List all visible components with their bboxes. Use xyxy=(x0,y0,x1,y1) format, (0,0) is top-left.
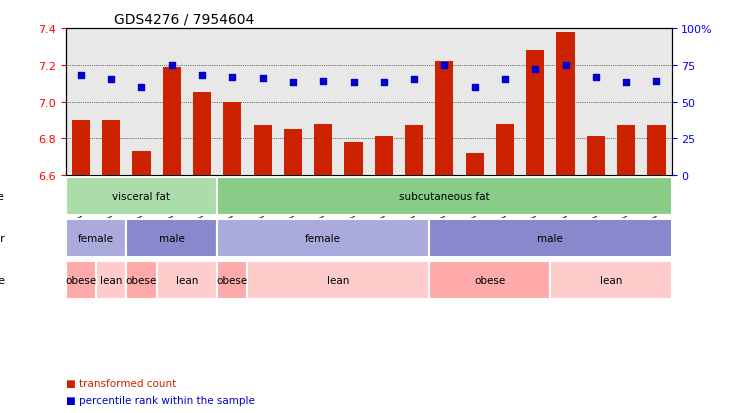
Bar xyxy=(587,137,605,176)
Point xyxy=(287,80,299,86)
Bar xyxy=(314,124,332,176)
Bar xyxy=(102,121,120,176)
Bar xyxy=(72,121,90,176)
Bar xyxy=(556,33,575,176)
FancyBboxPatch shape xyxy=(126,220,218,257)
Point xyxy=(499,77,511,83)
Bar xyxy=(405,126,423,176)
Point xyxy=(469,84,480,91)
Point xyxy=(196,73,208,79)
Bar xyxy=(163,67,181,176)
Text: tissue: tissue xyxy=(0,192,5,202)
Point xyxy=(620,80,632,86)
Bar xyxy=(193,93,211,176)
Bar xyxy=(526,51,545,176)
Point xyxy=(439,62,450,69)
Point xyxy=(347,80,359,86)
Bar xyxy=(374,137,393,176)
Bar xyxy=(284,130,302,176)
Text: lean: lean xyxy=(600,275,622,285)
Point xyxy=(105,77,117,83)
Text: lean: lean xyxy=(176,275,198,285)
Bar xyxy=(648,126,666,176)
FancyBboxPatch shape xyxy=(96,262,126,299)
Text: disease state: disease state xyxy=(0,275,5,285)
Point xyxy=(166,62,177,69)
Bar xyxy=(617,126,635,176)
Text: obese: obese xyxy=(474,275,505,285)
FancyBboxPatch shape xyxy=(550,262,672,299)
Point xyxy=(590,74,602,81)
Text: gender: gender xyxy=(0,234,5,244)
FancyBboxPatch shape xyxy=(429,220,672,257)
FancyBboxPatch shape xyxy=(157,262,218,299)
Text: GDS4276 / 7954604: GDS4276 / 7954604 xyxy=(114,12,255,26)
Point xyxy=(136,84,147,91)
Text: ■ transformed count: ■ transformed count xyxy=(66,378,176,388)
FancyBboxPatch shape xyxy=(218,262,247,299)
Text: male: male xyxy=(159,234,185,244)
Text: lean: lean xyxy=(327,275,350,285)
FancyBboxPatch shape xyxy=(218,220,429,257)
Text: lean: lean xyxy=(100,275,123,285)
FancyBboxPatch shape xyxy=(66,178,218,216)
Bar xyxy=(435,62,453,176)
Bar xyxy=(496,124,514,176)
Text: subcutaneous fat: subcutaneous fat xyxy=(399,192,490,202)
Bar xyxy=(345,142,363,176)
Text: obese: obese xyxy=(217,275,248,285)
Text: male: male xyxy=(537,234,564,244)
Text: visceral fat: visceral fat xyxy=(112,192,170,202)
FancyBboxPatch shape xyxy=(126,262,157,299)
Bar xyxy=(466,154,484,176)
FancyBboxPatch shape xyxy=(66,262,96,299)
Text: female: female xyxy=(305,234,341,244)
Point xyxy=(408,77,420,83)
Point xyxy=(378,80,390,86)
FancyBboxPatch shape xyxy=(66,220,126,257)
Bar xyxy=(223,102,242,176)
FancyBboxPatch shape xyxy=(247,262,429,299)
Point xyxy=(257,76,269,82)
Point xyxy=(75,73,87,79)
Point xyxy=(529,67,541,74)
Point xyxy=(318,78,329,85)
Text: female: female xyxy=(78,234,114,244)
Point xyxy=(560,62,572,69)
Point xyxy=(226,74,238,81)
Point xyxy=(650,78,662,85)
FancyBboxPatch shape xyxy=(218,178,672,216)
Text: ■ percentile rank within the sample: ■ percentile rank within the sample xyxy=(66,395,255,405)
Bar xyxy=(132,152,150,176)
Text: obese: obese xyxy=(126,275,157,285)
Bar xyxy=(253,126,272,176)
FancyBboxPatch shape xyxy=(429,262,550,299)
Text: obese: obese xyxy=(65,275,96,285)
